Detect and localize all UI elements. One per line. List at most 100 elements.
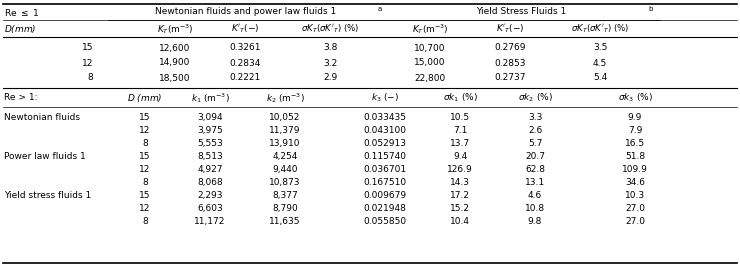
Text: 11,172: 11,172 <box>195 217 226 226</box>
Text: 4.5: 4.5 <box>593 59 607 68</box>
Text: 8,790: 8,790 <box>272 204 298 213</box>
Text: 3,094: 3,094 <box>197 113 223 122</box>
Text: 9,440: 9,440 <box>272 165 297 174</box>
Text: 8,513: 8,513 <box>197 152 223 161</box>
Text: 10,052: 10,052 <box>269 113 300 122</box>
Text: 15: 15 <box>139 191 151 200</box>
Text: $K'_T$($-$): $K'_T$($-$) <box>231 23 259 35</box>
Text: 0.2853: 0.2853 <box>494 59 525 68</box>
Text: 20.7: 20.7 <box>525 152 545 161</box>
Text: 2.9: 2.9 <box>323 73 337 82</box>
Text: 3.2: 3.2 <box>323 59 337 68</box>
Text: Power law fluids 1: Power law fluids 1 <box>4 152 86 161</box>
Text: 0.115740: 0.115740 <box>363 152 406 161</box>
Text: 0.036701: 0.036701 <box>363 165 406 174</box>
Text: 13.1: 13.1 <box>525 178 545 187</box>
Text: 34.6: 34.6 <box>625 178 645 187</box>
Text: 5.7: 5.7 <box>528 139 542 148</box>
Text: 4,927: 4,927 <box>198 165 223 174</box>
Text: Re > 1:: Re > 1: <box>4 93 38 102</box>
Text: 0.021948: 0.021948 <box>363 204 406 213</box>
Text: 12: 12 <box>139 126 151 135</box>
Text: 0.2769: 0.2769 <box>494 44 525 53</box>
Text: 0.2221: 0.2221 <box>229 73 260 82</box>
Text: 10.5: 10.5 <box>450 113 470 122</box>
Text: 14,900: 14,900 <box>159 59 191 68</box>
Text: 13.7: 13.7 <box>450 139 470 148</box>
Text: 8: 8 <box>142 178 148 187</box>
Text: 5.4: 5.4 <box>593 73 607 82</box>
Text: 11,379: 11,379 <box>269 126 300 135</box>
Text: 12: 12 <box>81 59 93 68</box>
Text: 7.1: 7.1 <box>453 126 467 135</box>
Text: $\sigma k_1$ (%): $\sigma k_1$ (%) <box>443 92 477 104</box>
Text: 15.2: 15.2 <box>450 204 470 213</box>
Text: 7.9: 7.9 <box>628 126 642 135</box>
Text: $\sigma k_3$ (%): $\sigma k_3$ (%) <box>618 92 653 104</box>
Text: 5,553: 5,553 <box>197 139 223 148</box>
Text: 12,600: 12,600 <box>159 44 191 53</box>
Text: 15,000: 15,000 <box>414 59 445 68</box>
Text: Newtonian fluids: Newtonian fluids <box>4 113 80 122</box>
Text: 3,975: 3,975 <box>197 126 223 135</box>
Text: 0.2737: 0.2737 <box>494 73 525 82</box>
Text: 0.3261: 0.3261 <box>229 44 260 53</box>
Text: 10.4: 10.4 <box>450 217 470 226</box>
Text: 109.9: 109.9 <box>622 165 648 174</box>
Text: Re $\leq$ 1: Re $\leq$ 1 <box>4 7 39 17</box>
Text: 10.3: 10.3 <box>625 191 645 200</box>
Text: $K'_T$($-$): $K'_T$($-$) <box>496 23 524 35</box>
Text: 8: 8 <box>142 139 148 148</box>
Text: $\sigma K_T$($\sigma K'_T$) (%): $\sigma K_T$($\sigma K'_T$) (%) <box>300 23 359 35</box>
Text: 12: 12 <box>139 204 151 213</box>
Text: 16.5: 16.5 <box>625 139 645 148</box>
Text: 4,254: 4,254 <box>272 152 297 161</box>
Text: 17.2: 17.2 <box>450 191 470 200</box>
Text: 2.6: 2.6 <box>528 126 542 135</box>
Text: 8,377: 8,377 <box>272 191 298 200</box>
Text: 4.6: 4.6 <box>528 191 542 200</box>
Text: 126.9: 126.9 <box>447 165 473 174</box>
Text: 9.8: 9.8 <box>528 217 542 226</box>
Text: 9.4: 9.4 <box>453 152 467 161</box>
Text: $K_T$(m$^{-3}$): $K_T$(m$^{-3}$) <box>411 22 448 36</box>
Text: a: a <box>378 6 383 12</box>
Text: 0.033435: 0.033435 <box>363 113 406 122</box>
Text: $D$(mm): $D$(mm) <box>4 23 36 35</box>
Text: 15: 15 <box>81 44 93 53</box>
Text: 0.009679: 0.009679 <box>363 191 406 200</box>
Text: 10,700: 10,700 <box>414 44 445 53</box>
Text: 3.8: 3.8 <box>323 44 337 53</box>
Text: 8: 8 <box>142 217 148 226</box>
Text: 62.8: 62.8 <box>525 165 545 174</box>
Text: 8: 8 <box>87 73 93 82</box>
Text: 14.3: 14.3 <box>450 178 470 187</box>
Text: 2,293: 2,293 <box>198 191 223 200</box>
Text: $\sigma k_2$ (%): $\sigma k_2$ (%) <box>517 92 553 104</box>
Text: $k_2$ (m$^{-3}$): $k_2$ (m$^{-3}$) <box>266 91 304 105</box>
Text: $k_3$ ($-$): $k_3$ ($-$) <box>371 92 399 104</box>
Text: 15: 15 <box>139 113 151 122</box>
Text: Newtonian fluids and power law fluids 1: Newtonian fluids and power law fluids 1 <box>155 7 336 16</box>
Text: 8,068: 8,068 <box>197 178 223 187</box>
Text: $D$ (mm): $D$ (mm) <box>127 92 163 104</box>
Text: 0.043100: 0.043100 <box>363 126 406 135</box>
Text: 0.052913: 0.052913 <box>363 139 406 148</box>
Text: $\sigma K_T$($\sigma K'_T$) (%): $\sigma K_T$($\sigma K'_T$) (%) <box>571 23 629 35</box>
Text: 13,910: 13,910 <box>269 139 300 148</box>
Text: 9.9: 9.9 <box>628 113 642 122</box>
Text: Yield stress fluids 1: Yield stress fluids 1 <box>4 191 91 200</box>
Text: 18,500: 18,500 <box>159 73 191 82</box>
Text: 11,635: 11,635 <box>269 217 300 226</box>
Text: 10.8: 10.8 <box>525 204 545 213</box>
Text: 0.055850: 0.055850 <box>363 217 406 226</box>
Text: Yield Stress Fluids 1: Yield Stress Fluids 1 <box>477 7 567 16</box>
Text: 0.2834: 0.2834 <box>229 59 260 68</box>
Text: 27.0: 27.0 <box>625 204 645 213</box>
Text: 22,800: 22,800 <box>414 73 445 82</box>
Text: 10,873: 10,873 <box>269 178 300 187</box>
Text: b: b <box>648 6 653 12</box>
Text: $k_1$ (m$^{-3}$): $k_1$ (m$^{-3}$) <box>190 91 229 105</box>
Text: 12: 12 <box>139 165 151 174</box>
Text: $K_T$(m$^{-3}$): $K_T$(m$^{-3}$) <box>157 22 193 36</box>
